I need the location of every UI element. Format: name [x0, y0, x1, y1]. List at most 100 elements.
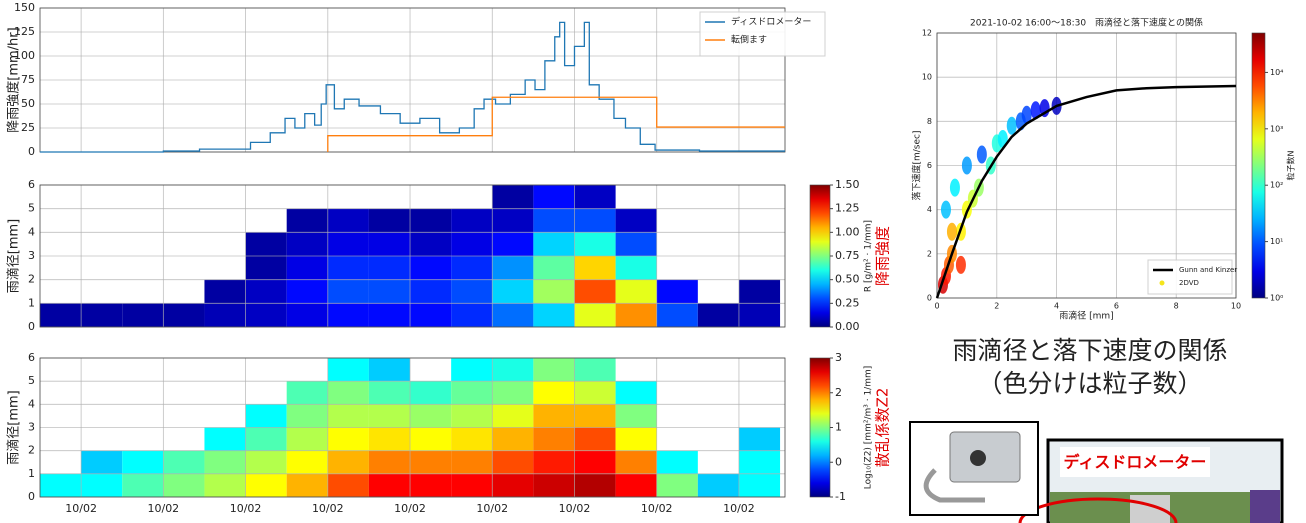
y-tick-label: 25: [21, 121, 35, 134]
y-tick-label: 6: [927, 161, 932, 170]
heat-cell: [410, 404, 452, 428]
heat-cell: [451, 381, 493, 405]
y-tick-label: 2: [28, 444, 35, 457]
scatter-point: [940, 200, 951, 219]
legend-label: ディスドロメーター: [731, 16, 811, 28]
heat-cell: [738, 427, 781, 451]
heat-cell: [492, 256, 534, 280]
plot-border: [39, 184, 786, 328]
colorbar-tick-label: 0.75: [835, 249, 860, 262]
x-tick-label: 10/02: [65, 502, 97, 515]
heat-cell: [492, 208, 534, 233]
y-tick-label: 0: [28, 320, 35, 333]
heat-cell: [81, 450, 123, 474]
y-tick-label: 2: [28, 273, 35, 286]
x-tick-label: 10/02: [394, 502, 426, 515]
plot-border: [39, 7, 786, 153]
heat-cell: [615, 208, 657, 233]
x-tick-label: 2: [994, 302, 999, 311]
heat-cell: [410, 473, 452, 497]
scatter-point: [946, 222, 957, 241]
heat-cell: [204, 303, 246, 327]
colorbar-tick-label: 0.50: [835, 273, 860, 286]
heat-cell: [574, 358, 616, 382]
heat-cell: [163, 450, 205, 474]
x-tick-label: 10/02: [476, 502, 508, 515]
heat-cell: [533, 185, 575, 209]
heat-cell: [492, 427, 534, 451]
heat-cell: [533, 427, 575, 451]
heat-cell: [327, 381, 369, 405]
heat-cell: [574, 473, 616, 497]
heat-cell: [410, 450, 452, 474]
colorbar-label: 粒子数N: [1286, 150, 1296, 180]
heat-cell: [245, 232, 287, 256]
y-tick-label: 10: [922, 73, 932, 82]
colorbar-tick-label: 1.50: [835, 178, 860, 191]
heat-cell: [492, 404, 534, 428]
x-tick-label: 10/02: [559, 502, 591, 515]
heat-cell: [451, 450, 493, 474]
heat-cell: [327, 450, 369, 474]
y-tick-label: 75: [21, 73, 35, 86]
heat-cell: [615, 256, 657, 280]
y-tick-label: 5: [28, 202, 35, 215]
y-tick-label: 12: [922, 29, 932, 38]
heat-cell: [245, 303, 287, 327]
x-tick-label: 10/02: [723, 502, 755, 515]
colorbar-tick-label: 2: [835, 386, 842, 399]
line-series: [40, 21, 785, 153]
heat-cell: [451, 279, 493, 304]
heat-cell: [492, 358, 534, 382]
heat-cell: [327, 279, 369, 304]
heat-cell: [697, 473, 739, 497]
heat-cell: [574, 208, 616, 233]
colorbar-label: R [g/m² · 1/mm]: [864, 220, 874, 292]
colorbar-tick-label: 10⁴: [1270, 68, 1283, 77]
x-tick-label: 10/02: [641, 502, 673, 515]
y-tick-label: 8: [927, 117, 932, 126]
heat-cell: [368, 404, 411, 428]
y-axis-label: 落下速度[m/sec]: [911, 131, 923, 201]
photo-highlight: [1018, 497, 1178, 523]
heat-cell: [533, 473, 575, 497]
heat-cell: [163, 303, 205, 327]
colorbar-tick-label: 0.25: [835, 296, 860, 309]
heat-cell: [286, 256, 328, 280]
heat-cell: [81, 303, 123, 327]
colorbar-tick-label: 10³: [1270, 124, 1283, 133]
heat-cell: [492, 381, 534, 405]
heat-cell: [533, 450, 575, 474]
x-tick-label: 10/02: [147, 502, 179, 515]
heat-cell: [451, 473, 493, 497]
legend-box: [699, 11, 826, 57]
heat-cell: [738, 279, 781, 304]
y-tick-label: 1: [28, 296, 35, 309]
colorbar-title: 散乱係数Z2: [874, 388, 892, 468]
heat-cell: [738, 473, 781, 497]
line-series: [327, 96, 785, 152]
heat-cell: [574, 427, 616, 451]
scatter-point: [1030, 101, 1041, 120]
heat-cell: [533, 256, 575, 280]
heat-cell: [286, 473, 328, 497]
heat-cell: [656, 279, 698, 304]
y-tick-label: 50: [21, 97, 35, 110]
heat-cell: [245, 256, 287, 280]
heat-cell: [451, 232, 493, 256]
heat-cell: [368, 303, 411, 327]
heat-cell: [738, 450, 781, 474]
heat-cell: [615, 473, 657, 497]
inset-arm: [923, 468, 985, 503]
heat-cell: [615, 232, 657, 256]
heat-cell: [368, 450, 411, 474]
heat-cell: [327, 473, 369, 497]
y-tick-label: 4: [927, 205, 932, 214]
heat-cell: [492, 473, 534, 497]
colorbar: [809, 184, 831, 328]
legend-marker: [1159, 280, 1165, 286]
heat-cell: [286, 427, 328, 451]
x-tick-label: 10/02: [312, 502, 344, 515]
colorbar-tick-label: 3: [835, 351, 842, 364]
photo-label-bg: [1060, 447, 1210, 477]
